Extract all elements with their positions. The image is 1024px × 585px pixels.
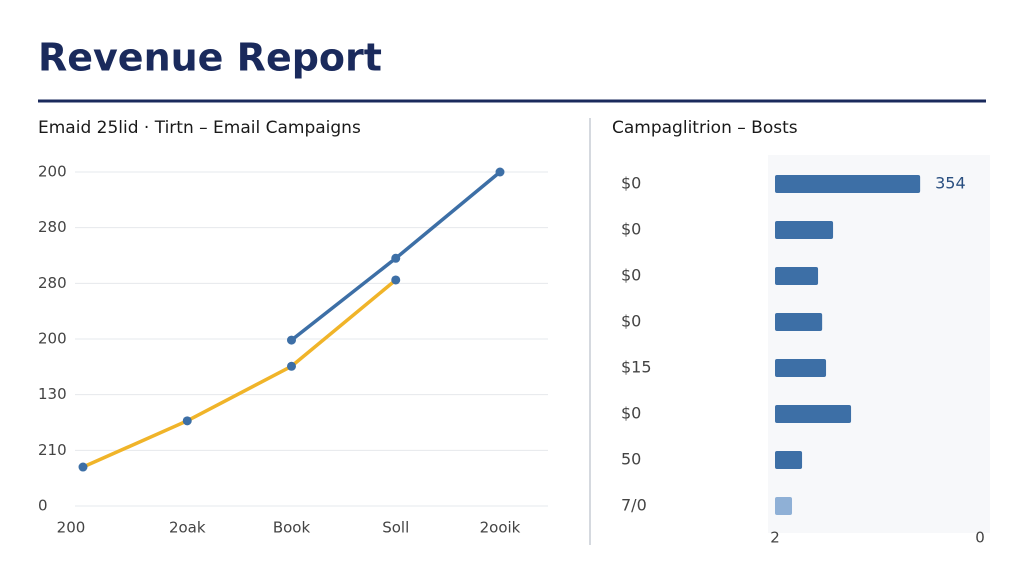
bar xyxy=(775,267,819,285)
bar xyxy=(775,359,827,377)
value-label: 354 xyxy=(935,174,966,193)
x-tick-label: 2 xyxy=(770,529,780,547)
x-tick-label: 0 xyxy=(975,529,985,547)
bar xyxy=(775,497,793,515)
point xyxy=(78,462,88,472)
y-tick-label: $0 xyxy=(621,174,641,193)
x-tick-label: Book xyxy=(273,519,311,537)
line-chart-title: Emaid 25lid · Tirtn – Email Campaigns xyxy=(38,118,361,138)
x-tick-label: 200 xyxy=(57,519,86,537)
series-line xyxy=(81,278,398,469)
y-tick-label: 280 xyxy=(38,218,67,236)
y-tick-label: $0 xyxy=(621,404,641,423)
y-tick-label: $0 xyxy=(621,312,641,331)
bar xyxy=(775,175,921,193)
point xyxy=(182,416,192,426)
x-tick-label: 2ooik xyxy=(480,519,521,537)
y-tick-label: 130 xyxy=(38,385,67,403)
x-tick-label: 2oak xyxy=(169,519,206,537)
point xyxy=(287,361,296,371)
page-title: Revenue Report xyxy=(38,36,382,80)
point xyxy=(391,253,401,263)
y-tick-label: 7/0 xyxy=(621,496,647,515)
point xyxy=(287,335,296,345)
bar xyxy=(775,313,823,331)
y-tick-label: 200 xyxy=(38,330,67,348)
y-tick-label: 210 xyxy=(38,441,67,459)
bar-panel xyxy=(768,155,990,533)
y-tick-label: $0 xyxy=(621,220,641,239)
y-tick-label: 50 xyxy=(621,450,641,469)
bar xyxy=(775,405,852,423)
y-tick-label: 200 xyxy=(38,163,67,181)
y-tick-label: $0 xyxy=(621,266,641,285)
point xyxy=(495,167,505,177)
bar xyxy=(775,221,834,239)
bar-chart-title: Campaglitrion – Bosts xyxy=(612,118,798,138)
point xyxy=(391,275,401,285)
y-tick-label: 0 xyxy=(38,497,48,515)
y-tick-label: 280 xyxy=(38,274,67,292)
x-tick-label: Soll xyxy=(382,519,409,537)
y-tick-label: $15 xyxy=(621,358,652,377)
bar xyxy=(775,451,803,469)
